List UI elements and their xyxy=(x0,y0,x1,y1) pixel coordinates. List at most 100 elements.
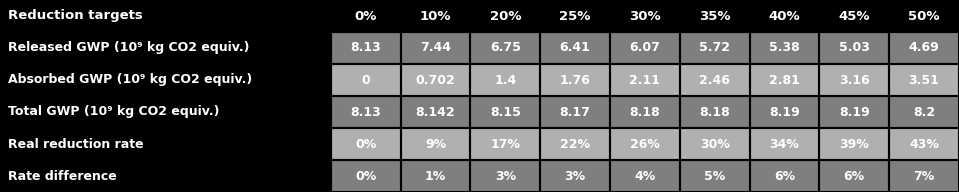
Text: 7.44: 7.44 xyxy=(420,41,451,55)
Text: 2.81: 2.81 xyxy=(769,74,800,87)
Bar xyxy=(680,32,750,64)
Bar xyxy=(471,64,540,96)
Bar xyxy=(540,96,610,128)
Bar xyxy=(680,0,750,32)
Text: 30%: 30% xyxy=(629,9,661,22)
Text: 17%: 17% xyxy=(490,137,521,151)
Bar xyxy=(610,0,680,32)
Text: 3%: 3% xyxy=(565,170,586,183)
Bar xyxy=(331,96,401,128)
Bar xyxy=(0,32,331,64)
Bar xyxy=(0,0,331,32)
Text: 8.19: 8.19 xyxy=(769,105,800,118)
Text: 6.07: 6.07 xyxy=(629,41,661,55)
Text: 10%: 10% xyxy=(420,9,452,22)
Bar xyxy=(750,32,819,64)
Bar xyxy=(610,0,680,32)
Bar xyxy=(750,160,819,192)
Text: 45%: 45% xyxy=(838,9,870,22)
Text: 40%: 40% xyxy=(769,9,801,22)
Bar xyxy=(610,32,680,64)
Text: 8.142: 8.142 xyxy=(416,105,456,118)
Bar xyxy=(401,32,471,64)
Bar xyxy=(540,64,610,96)
Bar xyxy=(819,128,889,160)
Text: 8.18: 8.18 xyxy=(629,105,661,118)
Bar xyxy=(610,128,680,160)
Bar xyxy=(819,64,889,96)
Bar xyxy=(610,96,680,128)
Bar xyxy=(819,160,889,192)
Text: 8.19: 8.19 xyxy=(839,105,870,118)
Text: 3%: 3% xyxy=(495,170,516,183)
Bar xyxy=(0,64,331,96)
Bar xyxy=(0,0,331,32)
Bar xyxy=(610,128,680,160)
Bar xyxy=(819,0,889,32)
Bar xyxy=(540,64,610,96)
Bar xyxy=(750,64,819,96)
Bar xyxy=(401,96,471,128)
Bar xyxy=(331,160,401,192)
Bar xyxy=(889,0,959,32)
Bar xyxy=(889,160,959,192)
Bar xyxy=(540,96,610,128)
Text: 50%: 50% xyxy=(908,9,940,22)
Bar xyxy=(0,96,331,128)
Text: 8.2: 8.2 xyxy=(913,105,935,118)
Bar xyxy=(540,128,610,160)
Bar xyxy=(401,160,471,192)
Bar xyxy=(331,128,401,160)
Bar xyxy=(889,64,959,96)
Text: 3.16: 3.16 xyxy=(839,74,870,87)
Bar xyxy=(331,0,401,32)
Bar xyxy=(819,32,889,64)
Bar xyxy=(680,0,750,32)
Bar xyxy=(889,32,959,64)
Bar xyxy=(471,32,540,64)
Text: 8.18: 8.18 xyxy=(699,105,730,118)
Bar xyxy=(610,64,680,96)
Bar xyxy=(680,32,750,64)
Text: 6.41: 6.41 xyxy=(560,41,591,55)
Bar xyxy=(401,160,471,192)
Bar xyxy=(750,128,819,160)
Bar xyxy=(680,96,750,128)
Text: Total GWP (10⁹ kg CO2 equiv.): Total GWP (10⁹ kg CO2 equiv.) xyxy=(8,105,220,118)
Bar xyxy=(750,160,819,192)
Text: 6%: 6% xyxy=(844,170,865,183)
Text: 7%: 7% xyxy=(914,170,935,183)
Bar xyxy=(331,96,401,128)
Bar xyxy=(540,160,610,192)
Bar xyxy=(0,160,331,192)
Text: 0: 0 xyxy=(362,74,370,87)
Bar xyxy=(610,160,680,192)
Text: 5.72: 5.72 xyxy=(699,41,730,55)
Text: Reduction targets: Reduction targets xyxy=(8,9,143,22)
Bar xyxy=(889,32,959,64)
Text: 4.69: 4.69 xyxy=(909,41,940,55)
Text: 25%: 25% xyxy=(559,9,591,22)
Text: 6.75: 6.75 xyxy=(490,41,521,55)
Text: 8.13: 8.13 xyxy=(350,105,381,118)
Bar xyxy=(471,0,540,32)
Bar xyxy=(401,0,471,32)
Bar xyxy=(471,32,540,64)
Text: 1%: 1% xyxy=(425,170,446,183)
Text: 1.76: 1.76 xyxy=(560,74,591,87)
Bar xyxy=(471,96,540,128)
Bar xyxy=(471,64,540,96)
Bar xyxy=(401,96,471,128)
Bar xyxy=(401,64,471,96)
Text: 5%: 5% xyxy=(704,170,725,183)
Text: 8.13: 8.13 xyxy=(350,41,381,55)
Text: 2.11: 2.11 xyxy=(629,74,661,87)
Bar xyxy=(610,64,680,96)
Bar xyxy=(680,96,750,128)
Bar xyxy=(540,32,610,64)
Bar xyxy=(750,96,819,128)
Bar xyxy=(0,32,331,64)
Bar xyxy=(819,0,889,32)
Text: 0%: 0% xyxy=(355,170,376,183)
Bar xyxy=(0,128,331,160)
